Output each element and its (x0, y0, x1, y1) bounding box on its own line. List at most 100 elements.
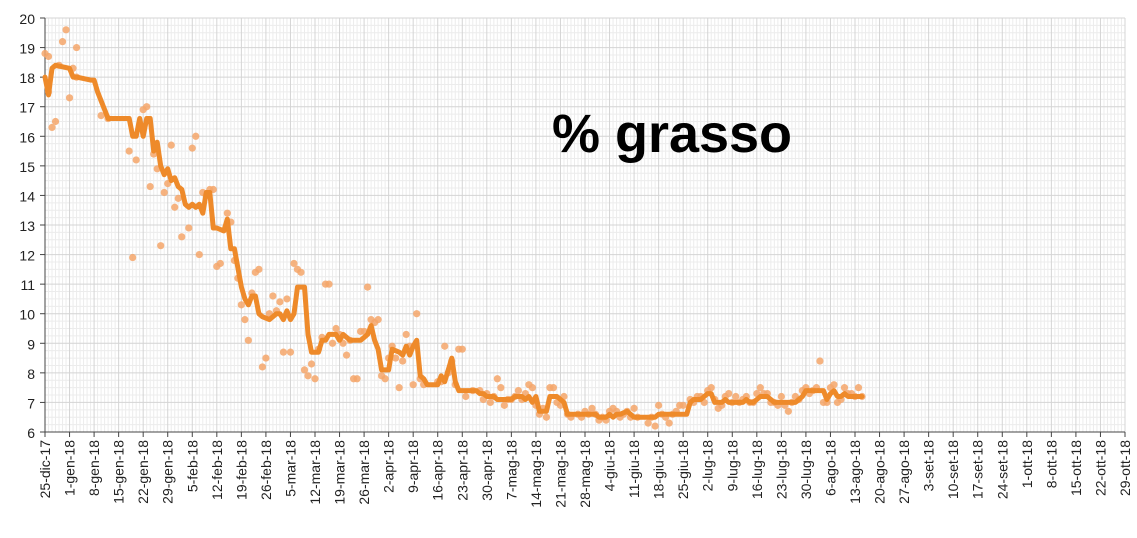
x-tick-label: 1-gen-18 (62, 440, 78, 496)
data-point (286, 348, 295, 356)
data-point (62, 26, 70, 34)
data-point (725, 389, 733, 398)
data-point (174, 194, 182, 202)
data-point (216, 259, 224, 268)
data-point (395, 384, 403, 392)
data-point (160, 188, 168, 197)
x-tick-label: 19-mar-18 (332, 440, 348, 505)
x-tick-label: 21-mag-18 (552, 440, 568, 508)
data-point (297, 268, 305, 276)
data-point (549, 384, 558, 392)
y-tick-label: 6 (27, 425, 35, 441)
data-point (588, 404, 596, 412)
data-point (269, 292, 277, 300)
data-point (146, 182, 154, 191)
x-tick-label: 17-set-18 (970, 440, 986, 499)
y-tick-label: 11 (20, 277, 35, 293)
x-tick-label: 9-apr-18 (405, 440, 421, 493)
x-tick-label: 2-apr-18 (381, 440, 397, 493)
data-point (402, 330, 410, 339)
data-point (500, 401, 508, 409)
data-point (307, 360, 316, 368)
data-point (328, 339, 337, 347)
data-point (262, 354, 270, 362)
chart-title: % grasso (552, 104, 792, 164)
data-point (283, 295, 291, 303)
x-tick-label: 29-ott-18 (1117, 440, 1133, 496)
data-point (332, 324, 340, 333)
x-tick-label: 23-apr-18 (454, 440, 470, 501)
x-tick-label: 15-ott-18 (1068, 440, 1084, 496)
data-point (399, 357, 407, 365)
x-tick-label: 18-giu-18 (651, 440, 667, 499)
data-point (732, 392, 740, 401)
data-point (413, 310, 421, 318)
x-tick-label: 13-ago-18 (847, 440, 863, 504)
data-point (816, 357, 824, 365)
x-tick-label: 27-ago-18 (896, 440, 912, 504)
data-point (290, 259, 298, 268)
x-tick-label: 29-gen-18 (160, 440, 176, 504)
data-point (462, 392, 470, 401)
y-tick-label: 14 (19, 188, 35, 204)
data-point (125, 147, 133, 155)
x-tick-label: 8-gen-18 (86, 440, 102, 496)
y-tick-label: 18 (19, 70, 35, 86)
x-tick-label: 15-gen-18 (111, 440, 127, 504)
x-tick-label: 3-set-18 (921, 440, 937, 492)
data-point (353, 375, 361, 383)
data-point (237, 301, 245, 309)
data-point (542, 413, 551, 421)
x-tick-label: 30-lug-18 (798, 440, 814, 499)
data-point (665, 419, 673, 427)
data-point (854, 384, 863, 392)
y-tick-label: 10 (19, 307, 35, 323)
y-tick-label: 13 (19, 218, 35, 234)
data-point (300, 366, 309, 374)
data-point (363, 283, 372, 291)
data-point (65, 94, 74, 102)
x-tick-labels: 25-dic-17 1-gen-18 8-gen-18 15-gen-18 22-gen… (37, 440, 1133, 508)
data-point (441, 342, 449, 350)
x-tick-label: 4-giu-18 (602, 440, 618, 492)
data-point (143, 103, 151, 111)
y-tick-label: 8 (27, 366, 35, 382)
data-point (58, 38, 67, 46)
data-point (255, 265, 263, 273)
data-point (51, 117, 60, 126)
data-point (756, 384, 764, 392)
data-point (129, 253, 137, 262)
data-point (157, 242, 165, 250)
y-tick-label: 12 (19, 248, 35, 264)
y-tick-label: 20 (19, 11, 35, 27)
data-point (651, 422, 659, 430)
data-point (132, 156, 140, 164)
x-tick-label: 19-feb-18 (233, 440, 249, 500)
data-point (409, 381, 417, 389)
y-tick-label: 9 (27, 336, 35, 352)
x-tick-label: 6-ago-18 (822, 440, 838, 496)
data-point (178, 233, 186, 241)
data-point (458, 345, 466, 353)
x-tick-label: 10-set-18 (945, 440, 961, 499)
x-tick-label: 7-mag-18 (503, 440, 519, 500)
data-point (44, 52, 53, 61)
data-point (223, 209, 231, 217)
y-tick-labels: 6 7 8 9 10 11 12 13 14 15 16 17 18 19 20 (19, 11, 35, 441)
data-point (784, 407, 792, 415)
data-point (276, 298, 284, 306)
x-tick-label: 9-lug-18 (724, 440, 740, 492)
data-point (258, 363, 267, 371)
data-point (840, 384, 849, 392)
data-point (392, 354, 400, 362)
x-tick-label: 16-apr-18 (430, 440, 446, 501)
grid (44, 17, 1126, 433)
data-point (655, 401, 663, 409)
y-tick-label: 17 (19, 100, 35, 116)
x-tick-label: 28-mag-18 (577, 440, 593, 508)
x-tick-label: 11-giu-18 (626, 440, 642, 498)
data-point (493, 375, 501, 383)
data-point (374, 316, 382, 324)
data-point (381, 375, 389, 383)
